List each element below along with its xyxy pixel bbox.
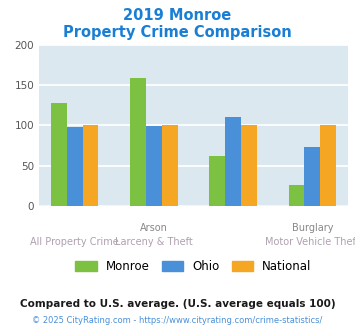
Bar	[51, 103, 67, 206]
Bar	[162, 125, 178, 206]
Bar	[320, 125, 336, 206]
Text: © 2025 CityRating.com - https://www.cityrating.com/crime-statistics/: © 2025 CityRating.com - https://www.city…	[32, 316, 323, 325]
Bar	[146, 126, 162, 206]
Text: Compared to U.S. average. (U.S. average equals 100): Compared to U.S. average. (U.S. average …	[20, 299, 335, 309]
Bar	[130, 78, 146, 206]
Bar	[225, 117, 241, 206]
Legend: Monroe, Ohio, National: Monroe, Ohio, National	[71, 255, 316, 278]
Text: Property Crime Comparison: Property Crime Comparison	[63, 25, 292, 40]
Bar	[209, 156, 225, 206]
Text: Larceny & Theft: Larceny & Theft	[115, 237, 193, 247]
Bar	[289, 185, 304, 206]
Bar	[67, 127, 83, 206]
Bar	[83, 125, 98, 206]
Bar	[241, 125, 257, 206]
Text: Motor Vehicle Theft: Motor Vehicle Theft	[265, 237, 355, 247]
Text: 2019 Monroe: 2019 Monroe	[124, 8, 231, 23]
Text: Burglary: Burglary	[291, 223, 333, 233]
Text: All Property Crime: All Property Crime	[30, 237, 119, 247]
Text: Arson: Arson	[140, 223, 168, 233]
Bar	[304, 147, 320, 206]
